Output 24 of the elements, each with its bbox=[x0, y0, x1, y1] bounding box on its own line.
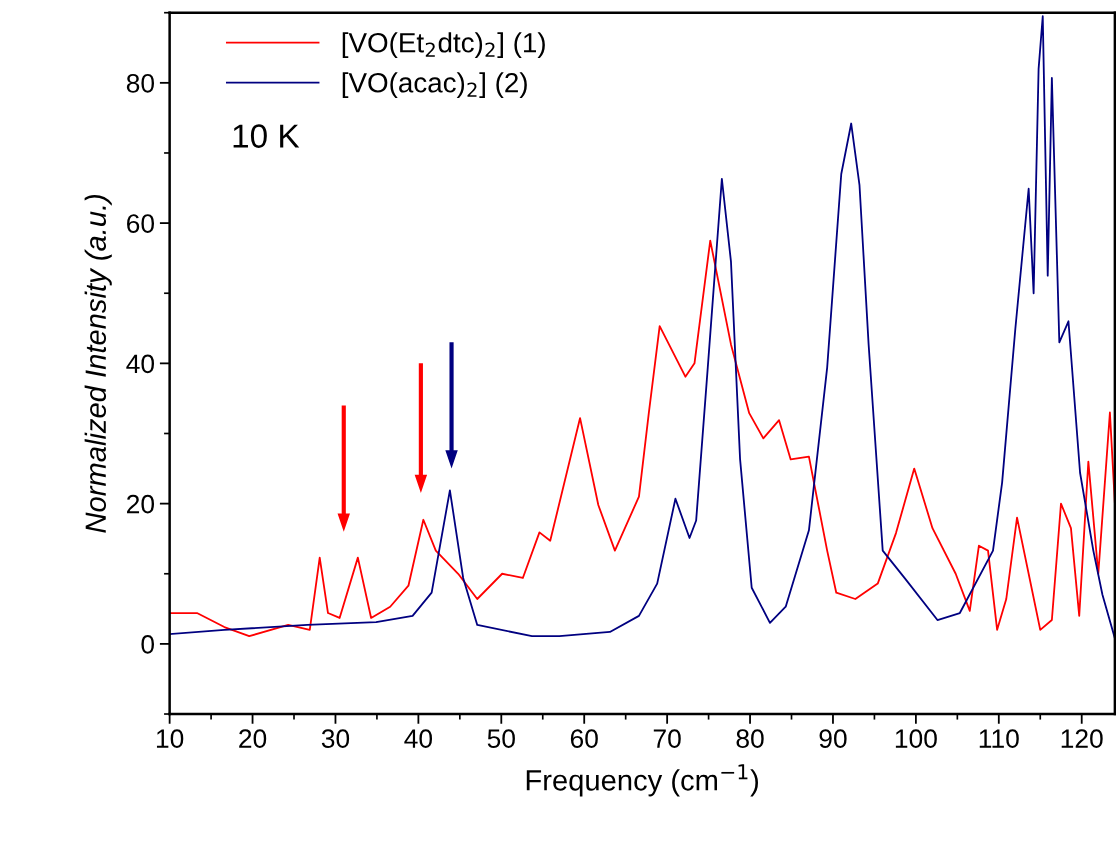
legend-label: [VO(acac)$_{2}$] (2) bbox=[342, 72, 527, 99]
x-tick-label: 100 bbox=[895, 729, 937, 748]
x-tick-label: 70 bbox=[653, 729, 681, 748]
x-tick-label: 120 bbox=[1061, 729, 1103, 748]
x-tick-label: 60 bbox=[570, 729, 598, 748]
x-tick-label: 30 bbox=[321, 729, 350, 748]
x-tick-label: 110 bbox=[979, 729, 1019, 748]
y-axis-title: Normalized Intensity (a.u.) bbox=[84, 194, 112, 533]
line-series bbox=[169, 239, 1115, 638]
y-tick-label: 80 bbox=[126, 73, 155, 93]
x-tick-label: 50 bbox=[487, 729, 515, 748]
x-tick-label: 80 bbox=[736, 729, 764, 748]
x-tick-label: 40 bbox=[404, 729, 433, 748]
annotation: 10 K bbox=[233, 124, 300, 148]
y-tick-label: 0 bbox=[141, 635, 155, 654]
legend-label: [VO(Et$_{2}$dtc)$_{2}$] (1) bbox=[342, 32, 545, 59]
y-tick-label: 40 bbox=[126, 354, 155, 374]
x-tick-label: 20 bbox=[239, 729, 267, 748]
line-series bbox=[169, 15, 1115, 640]
y-tick-label: 20 bbox=[127, 494, 155, 514]
x-axis-title: Frequency (cm$^{−1}$) bbox=[526, 764, 758, 797]
x-tick-label: 10 bbox=[156, 729, 184, 748]
x-tick-label: 90 bbox=[819, 729, 847, 748]
y-tick-label: 60 bbox=[127, 214, 155, 233]
